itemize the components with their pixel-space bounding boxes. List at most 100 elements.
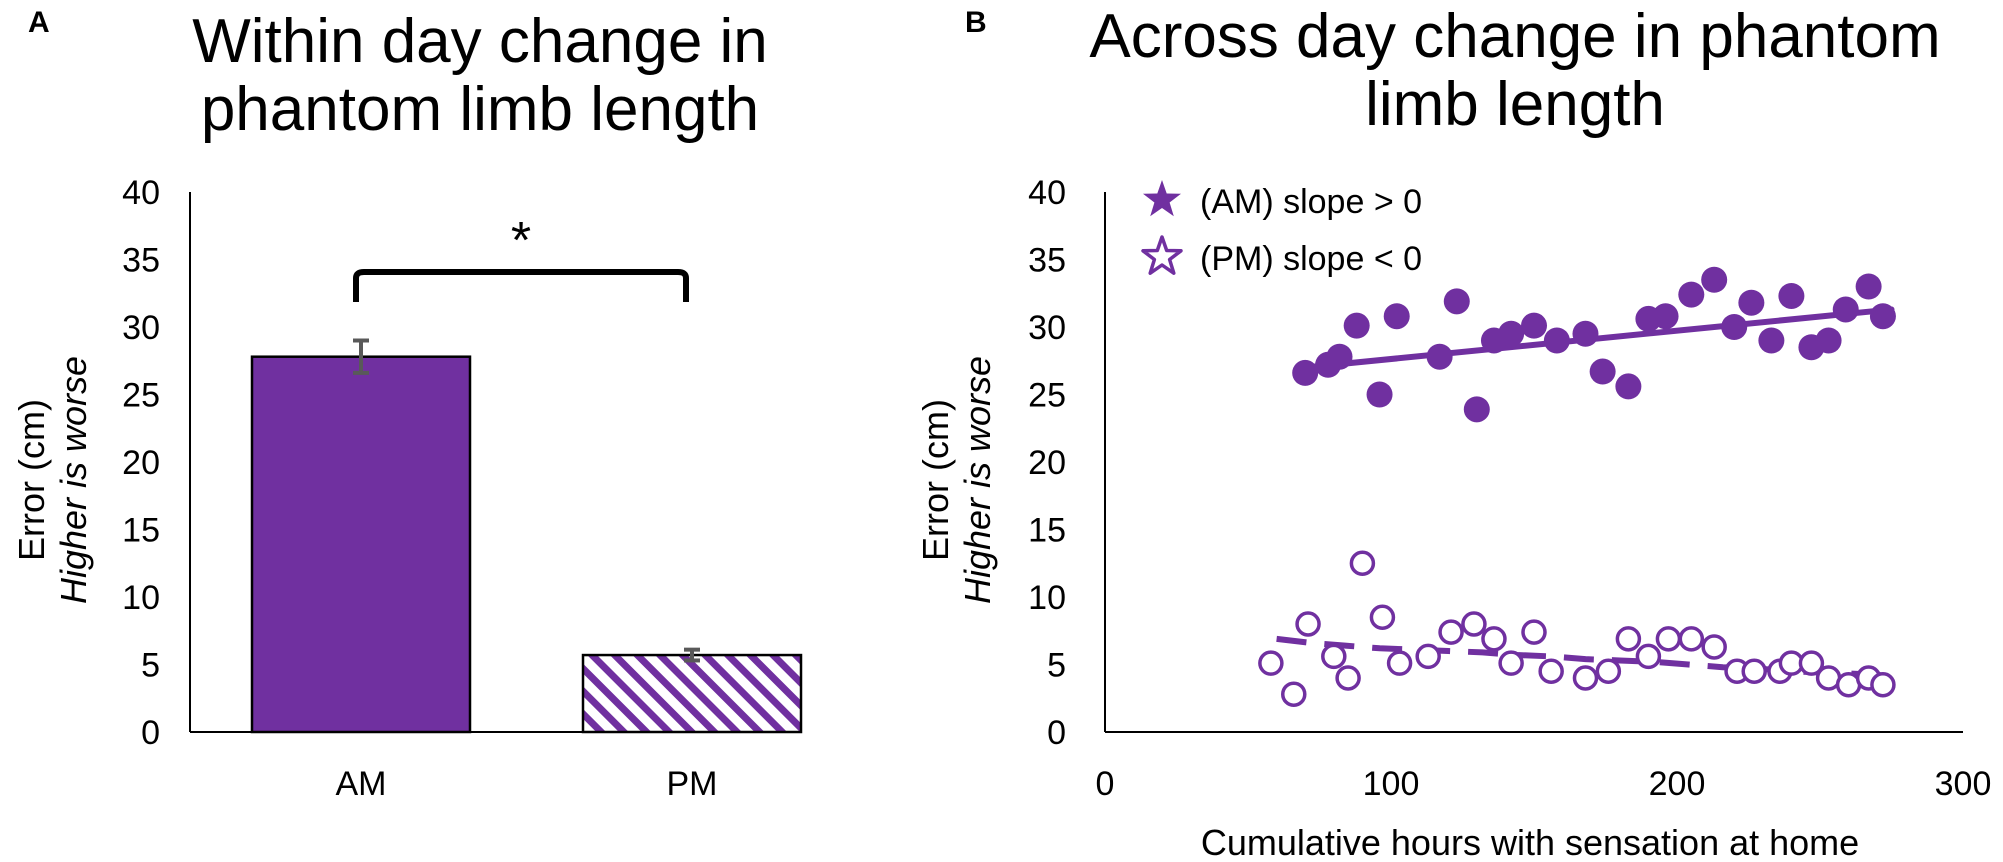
pm-data-point: [1481, 626, 1507, 652]
am-data-point: [1758, 327, 1785, 354]
am-data-point: [1463, 396, 1490, 423]
panel-b-x-tick-label: 200: [1649, 765, 1706, 803]
panel-a-y-axis-label-line-2: Higher is worse: [53, 356, 94, 604]
panel-b-letter: B: [965, 6, 987, 39]
am-data-point: [1589, 358, 1616, 385]
am-legend-star-icon: [1143, 180, 1181, 217]
am-data-point: [1543, 327, 1570, 354]
am-data-point: [1326, 343, 1353, 370]
panel-b-chart: Error (cm) Higher is worse 0 5 10 15 20 25 30 3…: [915, 174, 1991, 862]
pm-data-point: [1349, 550, 1376, 576]
x-tick-label-am: AM: [336, 765, 387, 803]
am-data-point: [1678, 281, 1705, 308]
panel-b-y-axis-label-line-2: Higher is worse: [957, 356, 998, 604]
am-data-point: [1869, 303, 1896, 330]
am-data-point: [1778, 282, 1805, 309]
pm-data-point: [1258, 650, 1284, 676]
panel-a-y-tick-label: 10: [122, 579, 160, 617]
pm-data-point: [1386, 650, 1413, 676]
panel-a-y-tick-label: 5: [141, 647, 160, 685]
am-data-point: [1572, 320, 1599, 347]
significance-bracket: *: [353, 212, 689, 302]
panel-a-y-tick-label: 30: [122, 309, 160, 347]
panel-b-y-tick-label: 15: [1028, 512, 1066, 550]
panel-b-y-tick-label: 0: [1047, 714, 1066, 752]
panel-a-title-line-2: phantom limb length: [200, 75, 760, 144]
am-data-point: [1426, 343, 1453, 370]
panel-b-y-tick-label: 25: [1028, 377, 1066, 415]
pm-legend-star-icon: [1141, 235, 1183, 275]
significance-star: *: [511, 212, 531, 270]
pm-data-point: [1521, 619, 1547, 645]
am-data-point: [1521, 312, 1547, 339]
pm-data-point: [1798, 650, 1825, 676]
am-data-point: [1815, 327, 1842, 354]
panel-b-y-axis-label-line-1: Error (cm): [915, 399, 956, 561]
pm-data-point: [1538, 658, 1564, 684]
am-data-point: [1721, 314, 1748, 340]
panel-b-title: Across day change in phantom limb length: [1040, 3, 1990, 139]
pm-data-point: [1615, 626, 1642, 652]
am-data-point: [1343, 312, 1370, 339]
am-trendline: [1302, 306, 1895, 371]
panel-b-title-line-1: Across day change in phantom: [1089, 2, 1941, 71]
am-data-point: [1292, 359, 1319, 386]
error-bar-am: [353, 338, 369, 375]
panel-b-y-tick-label: 40: [1028, 174, 1066, 212]
panel-a-y-tick-label: 20: [122, 444, 160, 482]
pm-data-point: [1335, 665, 1361, 691]
panel-b-y-tick-label: 10: [1028, 579, 1066, 617]
am-data-point: [1498, 320, 1525, 347]
am-data-point: [1443, 288, 1470, 315]
panel-a-title-line-1: Within day change in: [192, 7, 768, 76]
panel-b-x-axis-label: Cumulative hours with sensation at home: [1201, 822, 1859, 862]
pm-trendline: [1276, 635, 1884, 679]
panel-a-y-axis-label-line-1: Error (cm): [11, 399, 52, 561]
am-data-point: [1832, 296, 1859, 323]
am-data-point: [1652, 303, 1679, 330]
pm-data-point: [1438, 619, 1464, 645]
panel-a-y-tick-label: 40: [122, 174, 160, 212]
panel-a-y-tick-label: 35: [122, 242, 160, 280]
pm-data-point: [1295, 611, 1321, 637]
am-data-point: [1366, 381, 1393, 408]
panel-a-y-tick-label: 25: [122, 377, 160, 415]
x-tick-label-pm: PM: [667, 765, 718, 803]
pm-data-point: [1369, 604, 1396, 630]
panel-b-x-tick-label: 100: [1363, 765, 1420, 803]
pm-data-point: [1572, 665, 1599, 691]
panel-b-y-tick-label: 5: [1047, 647, 1066, 685]
panel-b-x-tick-label: 300: [1935, 765, 1992, 803]
panel-b-y-tick-label: 35: [1028, 242, 1066, 280]
panel-b-y-tick-label: 20: [1028, 444, 1066, 482]
pm-data-point: [1635, 643, 1662, 670]
pm-data-point: [1701, 634, 1727, 660]
am-data-point: [1855, 273, 1882, 300]
panel-a-y-axis-label: Error (cm) Higher is worse: [11, 356, 94, 604]
pm-data-point: [1678, 626, 1705, 652]
panel-b-y-axis-label: Error (cm) Higher is worse: [915, 356, 998, 604]
pm-data-point: [1655, 626, 1682, 652]
panel-a-chart: 0 5 10 15 20 25 30 35 40 Error (cm) Higher is wo…: [11, 174, 803, 803]
legend-label-am: (AM) slope > 0: [1200, 183, 1422, 221]
panel-b-x-tick-label: 0: [1096, 765, 1115, 803]
pm-data-point: [1595, 658, 1622, 684]
panel-a-y-tick-label: 15: [122, 512, 160, 550]
bar-pm: [581, 653, 803, 734]
am-data-point: [1701, 266, 1728, 293]
panel-a-title: Within day change in phantom limb length: [120, 8, 840, 144]
am-data-point: [1738, 289, 1765, 316]
pm-data-point: [1461, 611, 1487, 637]
am-data-point: [1383, 303, 1410, 330]
panel-b-title-line-2: limb length: [1365, 70, 1665, 139]
panel-a-letter: A: [28, 6, 50, 39]
panel-b-y-tick-label: 30: [1028, 309, 1066, 347]
am-data-point: [1615, 373, 1642, 400]
panel-a-y-tick-label: 0: [141, 714, 160, 752]
legend: (AM) slope > 0 (PM) slope < 0: [1141, 180, 1422, 278]
pm-data-point: [1498, 650, 1524, 676]
legend-label-pm: (PM) slope < 0: [1200, 240, 1422, 278]
bar-am: [250, 355, 472, 734]
error-bar-pm: [684, 647, 700, 663]
